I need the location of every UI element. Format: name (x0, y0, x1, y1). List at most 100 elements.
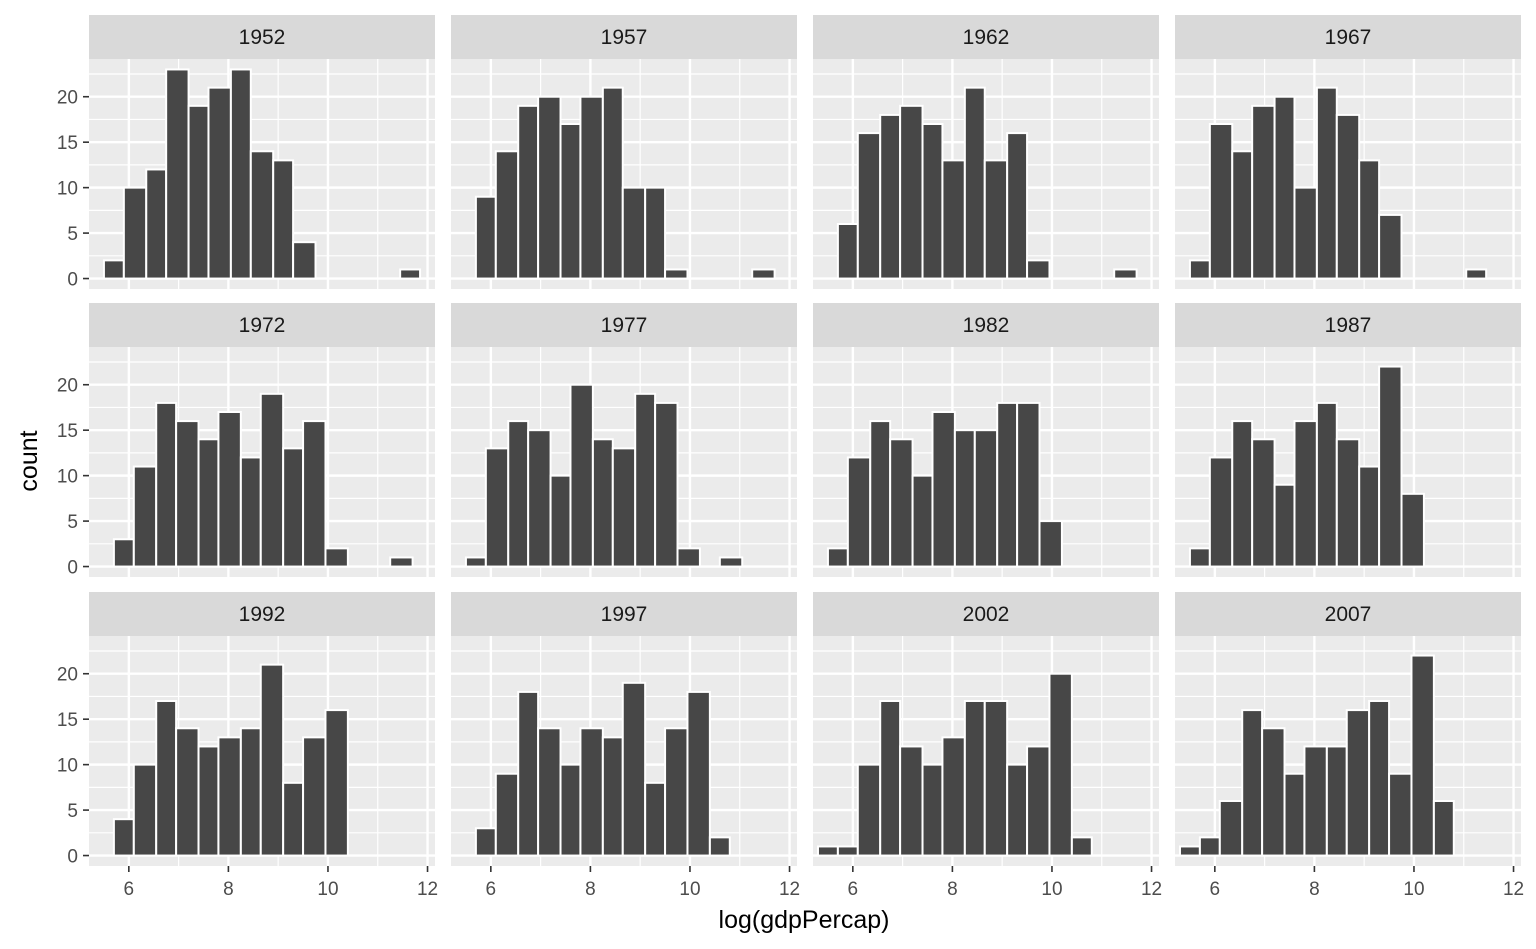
histogram-bar (1251, 438, 1276, 568)
histogram-bar (399, 268, 422, 280)
histogram-bar (155, 700, 178, 857)
histogram-bar (569, 383, 594, 568)
histogram-bar (996, 401, 1019, 568)
histogram-bar (1335, 438, 1361, 568)
histogram-bar (187, 104, 210, 280)
histogram-bar (1038, 520, 1063, 568)
histogram-bar (155, 401, 178, 568)
histogram-bar (494, 772, 520, 857)
histogram-bar (601, 86, 624, 280)
histogram-bar (102, 259, 125, 280)
histogram-bar (708, 836, 731, 857)
histogram-bar (229, 68, 252, 280)
histogram-bar (983, 159, 1009, 280)
histogram-bar (1303, 745, 1328, 857)
facet-strip-label: 1982 (963, 314, 1010, 337)
histogram-bar (846, 456, 872, 568)
histogram-bar (1378, 213, 1403, 280)
histogram-bar (579, 727, 604, 857)
histogram-bar (816, 845, 839, 857)
histogram-bar (931, 411, 956, 568)
histogram-bar (751, 268, 776, 280)
y-axis-title: count (15, 430, 43, 491)
facet-strip-label: 1972 (239, 314, 286, 337)
x-tick-label: 10 (1041, 879, 1062, 900)
histogram-bar (921, 763, 944, 857)
histogram-bar (484, 447, 510, 568)
histogram-bar (1283, 772, 1306, 857)
histogram-bar (389, 556, 414, 568)
facet-strip-label: 1977 (601, 314, 648, 337)
histogram-bar (1410, 654, 1435, 857)
histogram-bar (559, 123, 582, 280)
histogram-bar (869, 420, 892, 568)
histogram-bar (1231, 420, 1254, 568)
facet-strip-label: 1957 (601, 26, 648, 49)
histogram-bar (856, 763, 882, 857)
histogram-bar (899, 745, 924, 857)
y-tick-label: 15 (57, 710, 78, 731)
y-tick-label: 15 (57, 421, 78, 442)
histogram-bar (527, 429, 552, 568)
y-tick-label: 10 (57, 467, 78, 488)
y-tick-label: 10 (57, 756, 78, 777)
histogram-bar (1261, 727, 1286, 857)
histogram-bar (1016, 401, 1041, 568)
histogram-bar (953, 429, 976, 568)
facet-strip-label: 1997 (601, 603, 648, 626)
x-tick-label: 10 (317, 879, 338, 900)
histogram-bar (911, 474, 934, 568)
x-tick-label: 8 (1309, 879, 1320, 900)
histogram-bar (856, 132, 882, 280)
histogram-bar (259, 663, 285, 857)
histogram-bar (1315, 86, 1338, 280)
histogram-bar (1251, 104, 1276, 280)
histogram-bar (239, 727, 262, 857)
y-tick-label: 15 (57, 133, 78, 154)
facet-strip (89, 303, 435, 347)
y-tick-label: 0 (67, 270, 78, 291)
facet-panel: 1967 (1175, 15, 1521, 289)
facet-panel: 1962 (813, 15, 1159, 289)
histogram-bar (197, 745, 220, 857)
x-tick-label: 8 (947, 879, 958, 900)
facet-panel: 1982 (813, 303, 1159, 577)
histogram-bar (1432, 800, 1455, 857)
x-tick-label: 10 (1403, 879, 1424, 900)
histogram-bar (122, 186, 148, 280)
histogram-bar (1368, 700, 1391, 857)
histogram-bar (664, 727, 689, 857)
histogram-bar (517, 104, 540, 280)
facet-strip (813, 592, 1159, 636)
x-tick-label: 6 (848, 879, 859, 900)
histogram-bar (239, 456, 262, 568)
facet-panel: 2007 6 8 10 12 (1175, 592, 1524, 900)
histogram-bar (1006, 132, 1029, 280)
facet-strip (1175, 592, 1521, 636)
histogram-bar (1345, 709, 1371, 857)
histogram-bar (1293, 420, 1318, 568)
histogram-bar (686, 690, 711, 857)
y-tick-label: 20 (57, 665, 78, 686)
facet-panel: 1972 0 5 10 15 20 (57, 303, 435, 579)
histogram-bar (112, 818, 135, 857)
histogram-bar (836, 223, 859, 280)
histogram-bar (132, 763, 158, 857)
facet-strip-label: 1967 (1325, 26, 1372, 49)
histogram-bar (292, 241, 317, 280)
histogram-bar (664, 268, 689, 280)
facet-strip-label: 1992 (239, 603, 286, 626)
x-tick-label: 8 (585, 879, 596, 900)
facet-strip-label: 1952 (239, 26, 286, 49)
facet-panel: 1997 6 8 10 12 (451, 592, 800, 900)
histogram-bar (272, 159, 295, 280)
histogram-bar (718, 556, 744, 568)
histogram-bar (1178, 845, 1201, 857)
histogram-bar (611, 447, 637, 568)
histogram-bar (941, 159, 966, 280)
histogram-bar (1293, 186, 1318, 280)
facet-strip (451, 15, 797, 59)
histogram-bar (1188, 259, 1211, 280)
histogram-bar (464, 556, 487, 568)
